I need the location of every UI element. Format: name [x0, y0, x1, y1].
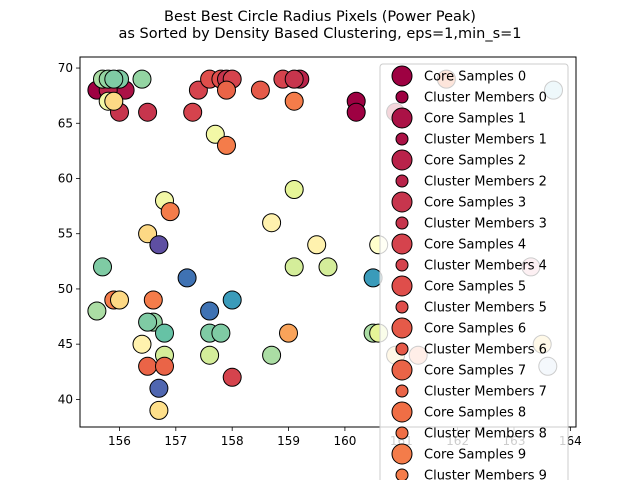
data-point-13 [250, 80, 270, 100]
legend-marker-6 [391, 191, 413, 213]
data-point-63 [200, 345, 220, 365]
x-tick-label-2: 158 [221, 434, 244, 448]
legend-label-1: Cluster Members 0 [424, 91, 547, 106]
legend-label-15: Cluster Members 7 [424, 385, 547, 400]
x-tick-label-0: 156 [108, 434, 131, 448]
legend-label-17: Cluster Members 8 [424, 427, 547, 442]
chart-title-line-2: as Sorted by Density Based Clustering, e… [118, 26, 521, 42]
legend-label-19: Cluster Members 9 [424, 469, 547, 480]
data-point-40 [93, 257, 112, 277]
data-point-20 [284, 91, 304, 111]
legend-marker-8 [391, 233, 413, 255]
legend-marker-17 [395, 426, 409, 440]
legend-label-7: Cluster Members 3 [424, 217, 547, 232]
legend-marker-5 [395, 174, 409, 188]
data-point-54 [155, 323, 174, 343]
legend-label-0: Core Samples 0 [424, 70, 526, 85]
data-point-35 [262, 213, 282, 233]
data-point-30 [104, 91, 124, 111]
data-point-60 [132, 334, 152, 354]
legend-box [379, 63, 569, 480]
legend-label-5: Cluster Members 2 [424, 175, 547, 190]
data-point-67 [138, 356, 158, 376]
legend-label-6: Core Samples 3 [424, 196, 526, 211]
data-point-28 [132, 69, 152, 89]
legend-marker-12 [391, 317, 413, 339]
legend-marker-9 [395, 258, 409, 272]
legend: Core Samples 0 Cluster Members 0 Core Samp… [379, 63, 569, 480]
legend-marker-4 [391, 149, 413, 171]
data-point-41 [284, 257, 304, 277]
legend-label-3: Cluster Members 1 [424, 133, 547, 148]
data-point-42 [318, 257, 338, 277]
legend-marker-10 [391, 275, 413, 297]
legend-label-14: Core Samples 7 [424, 364, 526, 379]
data-point-57 [279, 323, 298, 343]
data-point-37 [149, 235, 169, 255]
data-point-68 [155, 356, 174, 376]
data-point-23 [217, 135, 236, 155]
data-point-16 [284, 69, 304, 89]
y-tick-label-2: 50 [58, 282, 73, 296]
data-point-56 [211, 323, 231, 343]
legend-marker-13 [395, 342, 409, 356]
legend-marker-19 [395, 468, 409, 480]
data-point-48 [143, 290, 163, 310]
data-point-27 [104, 69, 124, 89]
data-point-5 [138, 102, 158, 122]
data-point-44 [177, 268, 197, 288]
legend-label-13: Cluster Members 6 [424, 343, 547, 358]
legend-marker-14 [391, 359, 413, 381]
data-point-12 [217, 80, 236, 100]
legend-label-18: Core Samples 9 [424, 448, 526, 463]
data-point-71 [149, 378, 169, 398]
y-tick-label-5: 65 [58, 116, 73, 130]
legend-marker-7 [395, 216, 409, 230]
data-point-64 [262, 345, 282, 365]
data-point-47 [110, 290, 129, 310]
data-point-49 [222, 290, 242, 310]
y-tick-label-3: 55 [58, 227, 73, 241]
y-tick-label-6: 70 [58, 61, 73, 75]
data-point-70 [222, 367, 242, 387]
legend-marker-2 [391, 107, 413, 129]
legend-marker-18 [391, 443, 413, 465]
legend-label-8: Core Samples 4 [424, 238, 526, 253]
legend-marker-16 [391, 401, 413, 423]
legend-label-9: Cluster Members 4 [424, 259, 547, 274]
plot-area: 1561571581591601611621631644045505560657… [58, 56, 582, 448]
data-point-18 [346, 102, 366, 122]
legend-label-11: Cluster Members 5 [424, 301, 547, 316]
x-tick-label-4: 160 [333, 434, 356, 448]
axes-frame [79, 56, 577, 428]
data-point-53 [138, 312, 158, 332]
data-point-32 [284, 180, 304, 199]
legend-marker-15 [395, 384, 409, 398]
legend-label-10: Core Samples 5 [424, 280, 526, 295]
legend-marker-3 [395, 132, 409, 146]
legend-marker-11 [395, 300, 409, 314]
y-tick-label-4: 60 [58, 171, 73, 185]
legend-marker-0 [391, 65, 413, 87]
legend-label-12: Core Samples 6 [424, 322, 526, 337]
legend-label-16: Core Samples 8 [424, 406, 526, 421]
legend-marker-1 [395, 90, 409, 104]
data-point-34 [160, 202, 180, 222]
y-tick-label-1: 45 [58, 337, 73, 351]
x-tick-label-1: 157 [164, 434, 187, 448]
data-point-72 [149, 400, 169, 420]
legend-label-4: Core Samples 2 [424, 154, 526, 169]
data-point-7 [183, 102, 203, 122]
data-point-51 [200, 301, 220, 321]
chart-title-line-1: Best Best Circle Radius Pixels (Power Pe… [164, 9, 476, 25]
y-tick-label-0: 40 [58, 392, 73, 406]
data-point-50 [87, 301, 107, 321]
data-point-45 [363, 268, 383, 288]
data-point-38 [307, 235, 327, 255]
x-tick-label-3: 159 [277, 434, 300, 448]
legend-label-2: Core Samples 1 [424, 112, 526, 127]
